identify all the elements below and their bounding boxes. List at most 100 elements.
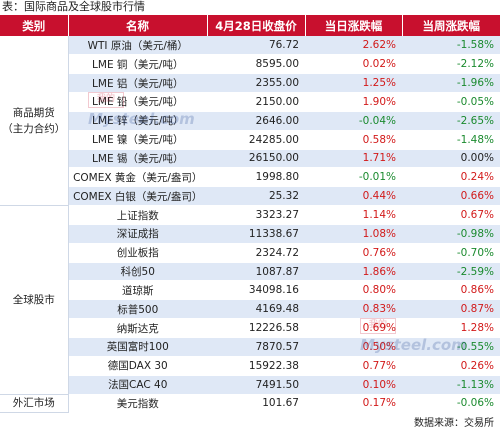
- category-cell: 全球股市: [0, 205, 69, 395]
- table-row: COMEX 白银（美元/盎司） 25.32 0.44% 0.66%: [0, 186, 500, 207]
- daily-change: 1.08%: [305, 224, 402, 244]
- daily-change: 1.25%: [305, 73, 402, 94]
- close-price: 3323.27: [207, 205, 305, 225]
- daily-change: 0.50%: [305, 337, 402, 357]
- weekly-change: 0.67%: [402, 205, 500, 225]
- close-price: 2646.00: [207, 111, 305, 131]
- header-category: 类别: [0, 15, 69, 36]
- instrument-name: 德国DAX 30: [68, 356, 207, 376]
- data-source: 数据来源：交易所: [414, 418, 494, 429]
- instrument-name: LME 锡（美元/吨）: [68, 149, 207, 169]
- instrument-name: COMEX 白银（美元/盎司）: [68, 186, 207, 207]
- close-price: 26150.00: [207, 149, 305, 169]
- weekly-change: 0.87%: [402, 299, 500, 320]
- instrument-name: 纳斯达克: [68, 318, 207, 338]
- daily-change: 0.80%: [305, 280, 402, 301]
- market-table: 类别 名称 4月28日收盘价 当日涨跌幅 当周涨跌幅 商品期货 （主力合约） WTI…: [0, 15, 500, 414]
- table-row: 道琼斯 34098.16 0.80% 0.86%: [0, 280, 500, 301]
- table-row: LME 锌（美元/吨） 2646.00 -0.04% -2.65%: [0, 111, 500, 131]
- table-row: LME 铝（美元/吨） 2355.00 1.25% -1.96%: [0, 73, 500, 94]
- table-row: LME 铜（美元/吨） 8595.00 0.02% -2.12%: [0, 54, 500, 75]
- close-price: 24285.00: [207, 130, 305, 150]
- weekly-change: -2.59%: [402, 262, 500, 282]
- close-price: 101.67: [207, 394, 305, 414]
- table-row: 英国富时100 7870.57 0.50% -0.55%: [0, 337, 500, 357]
- instrument-name: LME 铝（美元/吨）: [68, 73, 207, 94]
- daily-change: 0.77%: [305, 356, 402, 376]
- table-body: 商品期货 （主力合约） WTI 原油（美元/桶） 76.72 2.62% -1.58% LM…: [0, 36, 500, 414]
- daily-change: 0.76%: [305, 243, 402, 263]
- weekly-change: -2.12%: [402, 54, 500, 75]
- table-row: 深证成指 11338.67 1.08% -0.98%: [0, 224, 500, 244]
- instrument-name: LME 铜（美元/吨）: [68, 54, 207, 75]
- table-caption: 表：国际商品及全球股市行情: [2, 0, 145, 13]
- instrument-name: WTI 原油（美元/桶）: [68, 36, 207, 56]
- weekly-change: -0.55%: [402, 337, 500, 357]
- table-row: LME 铅（美元/吨） 2150.00 1.90% -0.05%: [0, 92, 500, 112]
- header-row: 类别 名称 4月28日收盘价 当日涨跌幅 当周涨跌幅: [0, 15, 500, 36]
- close-price: 1087.87: [207, 262, 305, 282]
- header-name: 名称: [68, 15, 208, 36]
- table-row: 标普500 4169.48 0.83% 0.87%: [0, 299, 500, 320]
- weekly-change: -1.58%: [402, 36, 500, 56]
- weekly-change: -0.70%: [402, 243, 500, 263]
- instrument-name: 英国富时100: [68, 337, 207, 357]
- close-price: 15922.38: [207, 356, 305, 376]
- header-close-price: 4月28日收盘价: [207, 15, 306, 36]
- weekly-change: 0.00%: [402, 149, 500, 169]
- category-cell: 外汇市场: [0, 394, 69, 414]
- close-price: 4169.48: [207, 299, 305, 320]
- table-row: COMEX 黄金（美元/盎司） 1998.80 -0.01% 0.24%: [0, 167, 500, 188]
- close-price: 2324.72: [207, 243, 305, 263]
- daily-change: 0.10%: [305, 375, 402, 395]
- category-cell: 商品期货 （主力合约）: [0, 36, 69, 207]
- instrument-name: 科创50: [68, 262, 207, 282]
- close-price: 2355.00: [207, 73, 305, 94]
- close-price: 11338.67: [207, 224, 305, 244]
- close-price: 12226.58: [207, 318, 305, 338]
- close-price: 7870.57: [207, 337, 305, 357]
- weekly-change: -1.13%: [402, 375, 500, 395]
- table-row: 商品期货 （主力合约） WTI 原油（美元/桶） 76.72 2.62% -1.58%: [0, 36, 500, 207]
- daily-change: -0.04%: [305, 111, 402, 131]
- daily-change: 0.83%: [305, 299, 402, 320]
- close-price: 2150.00: [207, 92, 305, 112]
- table-row: LME 锡（美元/吨） 26150.00 1.71% 0.00%: [0, 149, 500, 169]
- weekly-change: 0.66%: [402, 186, 500, 207]
- weekly-change: -1.96%: [402, 73, 500, 94]
- instrument-name: COMEX 黄金（美元/盎司）: [68, 167, 207, 188]
- weekly-change: 0.26%: [402, 356, 500, 376]
- instrument-name: 标普500: [68, 299, 207, 320]
- daily-change: 1.71%: [305, 149, 402, 169]
- daily-change: 0.69%: [305, 318, 402, 338]
- instrument-name: 道琼斯: [68, 280, 207, 301]
- daily-change: 1.86%: [305, 262, 402, 282]
- weekly-change: -2.65%: [402, 111, 500, 131]
- close-price: 7491.50: [207, 375, 305, 395]
- table-row: 科创50 1087.87 1.86% -2.59%: [0, 262, 500, 282]
- daily-change: 0.58%: [305, 130, 402, 150]
- close-price: 1998.80: [207, 167, 305, 188]
- daily-change: 0.44%: [305, 186, 402, 207]
- table-row: 创业板指 2324.72 0.76% -0.70%: [0, 243, 500, 263]
- instrument-name: LME 铅（美元/吨）: [68, 92, 207, 112]
- header-daily-change: 当日涨跌幅: [305, 15, 403, 36]
- close-price: 25.32: [207, 186, 305, 207]
- table-row: LME 镍（美元/吨） 24285.00 0.58% -1.48%: [0, 130, 500, 150]
- table-row: 法国CAC 40 7491.50 0.10% -1.13%: [0, 375, 500, 395]
- close-price: 76.72: [207, 36, 305, 56]
- table-row: 纳斯达克 12226.58 0.69% 1.28%: [0, 318, 500, 338]
- weekly-change: 0.24%: [402, 167, 500, 188]
- daily-change: 0.02%: [305, 54, 402, 75]
- weekly-change: 1.28%: [402, 318, 500, 338]
- weekly-change: 0.86%: [402, 280, 500, 301]
- table-row: 德国DAX 30 15922.38 0.77% 0.26%: [0, 356, 500, 376]
- instrument-name: 深证成指: [68, 224, 207, 244]
- instrument-name: 美元指数: [68, 394, 207, 414]
- table-row: 外汇市场 美元指数 101.67 0.17% -0.06%: [0, 394, 500, 414]
- weekly-change: -0.98%: [402, 224, 500, 244]
- close-price: 8595.00: [207, 54, 305, 75]
- table-row: 全球股市 上证指数 3323.27 1.14% 0.67%: [0, 205, 500, 395]
- instrument-name: 法国CAC 40: [68, 375, 207, 395]
- header-weekly-change: 当周涨跌幅: [402, 15, 500, 36]
